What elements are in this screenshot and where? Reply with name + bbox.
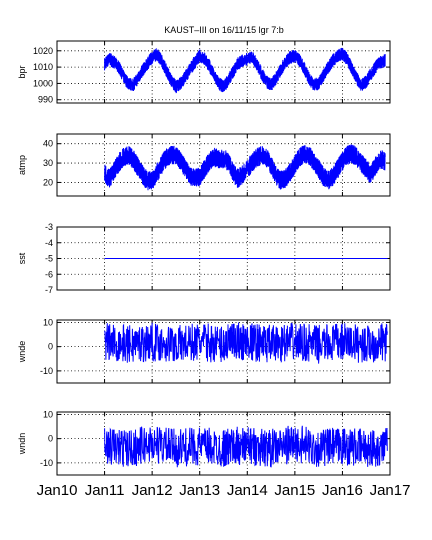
x-tick-label: Jan14: [227, 482, 268, 499]
y-tick-label: 40: [43, 139, 53, 149]
panel-bpr: 990 1000 1010 1020 bpr: [17, 40, 391, 105]
y-tick-label: -10: [40, 366, 53, 376]
x-tick-label: Jan15: [274, 482, 315, 499]
axes-frame: [56, 40, 391, 104]
x-tick-label: Jan16: [322, 482, 363, 499]
series-line-atmp: [104, 144, 386, 191]
y-tick-label: 1000: [33, 78, 53, 88]
y-tick-label: 10: [43, 409, 53, 419]
y-tick-label: -10: [40, 458, 53, 468]
x-tick-label: Jan11: [85, 482, 125, 499]
y-tick-label: 0: [48, 342, 53, 352]
y-axis-label: bpr: [17, 65, 27, 78]
x-tick-label: Jan13: [179, 482, 220, 499]
axes-frame: [56, 411, 391, 476]
y-tick-label: 20: [43, 177, 53, 187]
x-tick-label: Jan17: [370, 482, 411, 499]
series-line-wnde: [104, 322, 388, 364]
panel-sst: -7 -6 -5 -4 -3 sst: [17, 222, 391, 295]
y-axis-label: wnde: [17, 341, 27, 364]
panel-wnde: -10 0 10 wnde: [17, 317, 391, 384]
panel-wndn: -10 0 10 wndn Jan10 Jan11 Jan12 Jan13 Jan14 Jan15…: [17, 409, 410, 499]
y-tick-label: -4: [45, 238, 53, 248]
axes-frame: [56, 319, 391, 384]
axes-frame: [56, 133, 391, 197]
y-tick-label: 10: [43, 317, 53, 327]
series-line-bpr: [104, 47, 386, 94]
y-tick-label: -6: [45, 269, 53, 279]
y-axis-label: wndn: [17, 433, 27, 456]
y-tick-label: -7: [45, 285, 53, 295]
y-tick-label: 0: [48, 434, 53, 444]
y-tick-label: 1020: [33, 46, 53, 56]
y-tick-label: 30: [43, 158, 53, 168]
axes-frame: [56, 226, 391, 291]
y-axis-label: sst: [17, 252, 27, 264]
x-tick-label: Jan10: [37, 482, 78, 499]
y-tick-label: 990: [38, 95, 53, 105]
series-line-wndn: [104, 425, 388, 468]
panels: 990100010101020bpr203040atmp-7-6-5-4-3ss…: [17, 40, 410, 499]
y-tick-label: 1010: [33, 62, 53, 72]
x-tick-label: Jan12: [132, 482, 173, 499]
y-tick-label: -3: [45, 222, 53, 232]
y-tick-label: -5: [45, 254, 53, 264]
chart-title: KAUST–III on 16/11/15 lgr 7:b: [164, 25, 283, 35]
y-axis-label: atmp: [17, 155, 27, 175]
panel-atmp: 20 30 40 atmp: [17, 133, 391, 197]
